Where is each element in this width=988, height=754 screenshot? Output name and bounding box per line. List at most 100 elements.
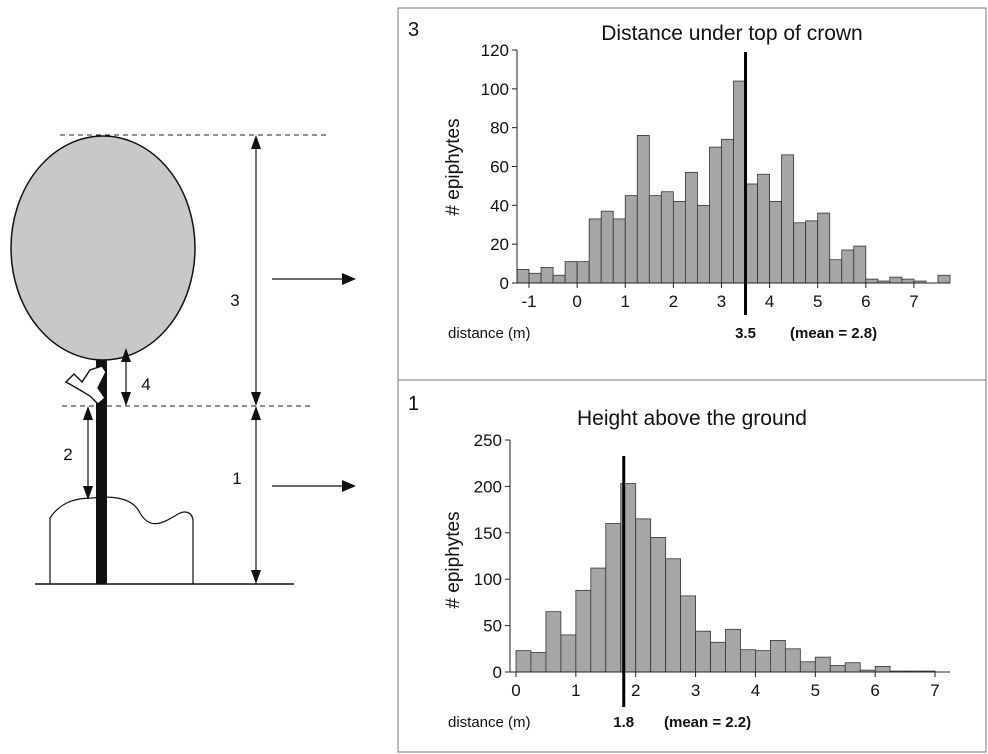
arrowhead — [342, 480, 356, 492]
histogram-bar — [684, 171, 698, 284]
x-axis-label: distance (m) — [448, 325, 531, 342]
histogram-bar — [600, 210, 614, 284]
label-2: 2 — [63, 445, 72, 464]
crown — [10, 135, 196, 361]
y-axis-label: # epiphytes — [443, 511, 464, 608]
x-tick-label: 0 — [572, 292, 581, 311]
histogram-bar — [755, 650, 771, 673]
y-tick-label: 150 — [474, 524, 502, 543]
x-tick-label: 3 — [691, 681, 700, 700]
histogram-bar — [648, 195, 662, 284]
histogram-bar — [781, 154, 795, 284]
y-tick-label: 50 — [483, 617, 502, 636]
x-tick-label: -1 — [521, 292, 536, 311]
y-tick-label: 80 — [490, 119, 509, 138]
histogram-bar — [660, 191, 674, 284]
panel-label: 1 — [408, 393, 419, 415]
label-3: 3 — [230, 291, 239, 310]
histogram-bar — [874, 666, 891, 673]
chart-panel-crown: 3 Distance under top of crown # epiphyte… — [408, 19, 951, 342]
x-tick-label: 6 — [870, 681, 879, 700]
tree-diagram: 3 4 2 1 — [10, 134, 356, 585]
histogram-bar — [545, 611, 562, 673]
histogram-bar — [901, 278, 915, 284]
histogram-bar — [612, 218, 626, 284]
histogram-bar — [665, 558, 682, 673]
histogram-bar — [721, 138, 734, 284]
panel-label: 3 — [408, 19, 419, 41]
y-tick-label: 0 — [493, 663, 502, 682]
histogram-bar — [805, 220, 819, 284]
histogram-bar — [844, 662, 861, 673]
x-tick-label: 4 — [765, 292, 774, 311]
histogram-bar — [576, 261, 590, 284]
y-tick-label: 250 — [474, 431, 502, 450]
y-tick-label: 100 — [481, 80, 509, 99]
histogram-bar — [575, 589, 592, 673]
y-tick-label: 20 — [490, 235, 509, 254]
chart-title: Distance under top of crown — [601, 22, 862, 45]
histogram-bar — [817, 212, 831, 284]
chart-title: Height above the ground — [577, 407, 807, 430]
y-axis-label: # epiphytes — [443, 118, 464, 215]
x-tick-label: 1 — [571, 681, 580, 700]
label-1: 1 — [232, 469, 241, 488]
histogram-bar — [605, 523, 622, 673]
x-tick-label: 7 — [909, 292, 918, 311]
histogram-bar — [624, 195, 638, 284]
histogram-bar — [680, 595, 696, 673]
mean-label: (mean = 2.2) — [664, 714, 751, 731]
panel-frame — [397, 379, 987, 753]
arrowhead — [251, 392, 261, 406]
histogram-bar — [784, 648, 801, 673]
histogram-bar — [889, 276, 903, 284]
chart-panel-height: 1 Height above the ground # epiphytes 0 5… — [408, 393, 950, 731]
x-axis-label: distance (m) — [448, 714, 531, 731]
x-tick-label: 1 — [621, 292, 630, 311]
x-tick-label: 5 — [811, 681, 820, 700]
histogram-bar — [588, 218, 602, 284]
shrub-outline — [49, 496, 194, 584]
x-tick-label: 3 — [717, 292, 726, 311]
x-tick-label: 4 — [751, 681, 760, 700]
histogram-bar — [740, 649, 756, 673]
mean-label: (mean = 2.8) — [790, 325, 877, 342]
histogram-bar — [636, 135, 650, 284]
histogram-bar — [853, 245, 867, 284]
histogram-bar — [697, 204, 710, 284]
histogram-bar — [516, 269, 530, 284]
histogram-bar — [590, 567, 607, 673]
histogram-bar — [793, 222, 807, 284]
histogram-bar — [552, 274, 566, 284]
label-4: 4 — [141, 375, 150, 394]
arrowhead — [83, 406, 93, 420]
histogram-bar — [540, 267, 554, 284]
histogram-bar — [829, 665, 846, 673]
y-tick-label: 0 — [500, 274, 509, 293]
y-tick-label: 100 — [474, 570, 502, 589]
histogram-bar — [937, 274, 951, 284]
histogram-bar — [650, 537, 667, 673]
trunk — [96, 350, 107, 584]
histogram-bar — [745, 183, 758, 284]
histogram-bar — [757, 173, 770, 284]
histogram-bar — [564, 261, 578, 284]
y-tick-label: 40 — [490, 196, 509, 215]
histogram-bar — [725, 628, 741, 673]
x-tick-label: 5 — [813, 292, 822, 311]
histogram-bar — [672, 201, 686, 284]
arrowhead — [251, 406, 261, 420]
arrowhead — [121, 392, 131, 406]
arrowhead — [251, 570, 261, 584]
histogram-bar — [841, 249, 855, 284]
y-tick-label: 200 — [474, 477, 502, 496]
histogram-bar — [515, 650, 532, 673]
arrowhead — [342, 273, 356, 285]
peak-marker-label: 3.5 — [735, 325, 756, 342]
x-tick-label: 2 — [631, 681, 640, 700]
histogram-bar — [709, 146, 722, 284]
histogram-bar — [770, 640, 786, 673]
y-tick-label: 120 — [481, 41, 509, 60]
histogram-bar — [528, 272, 542, 284]
